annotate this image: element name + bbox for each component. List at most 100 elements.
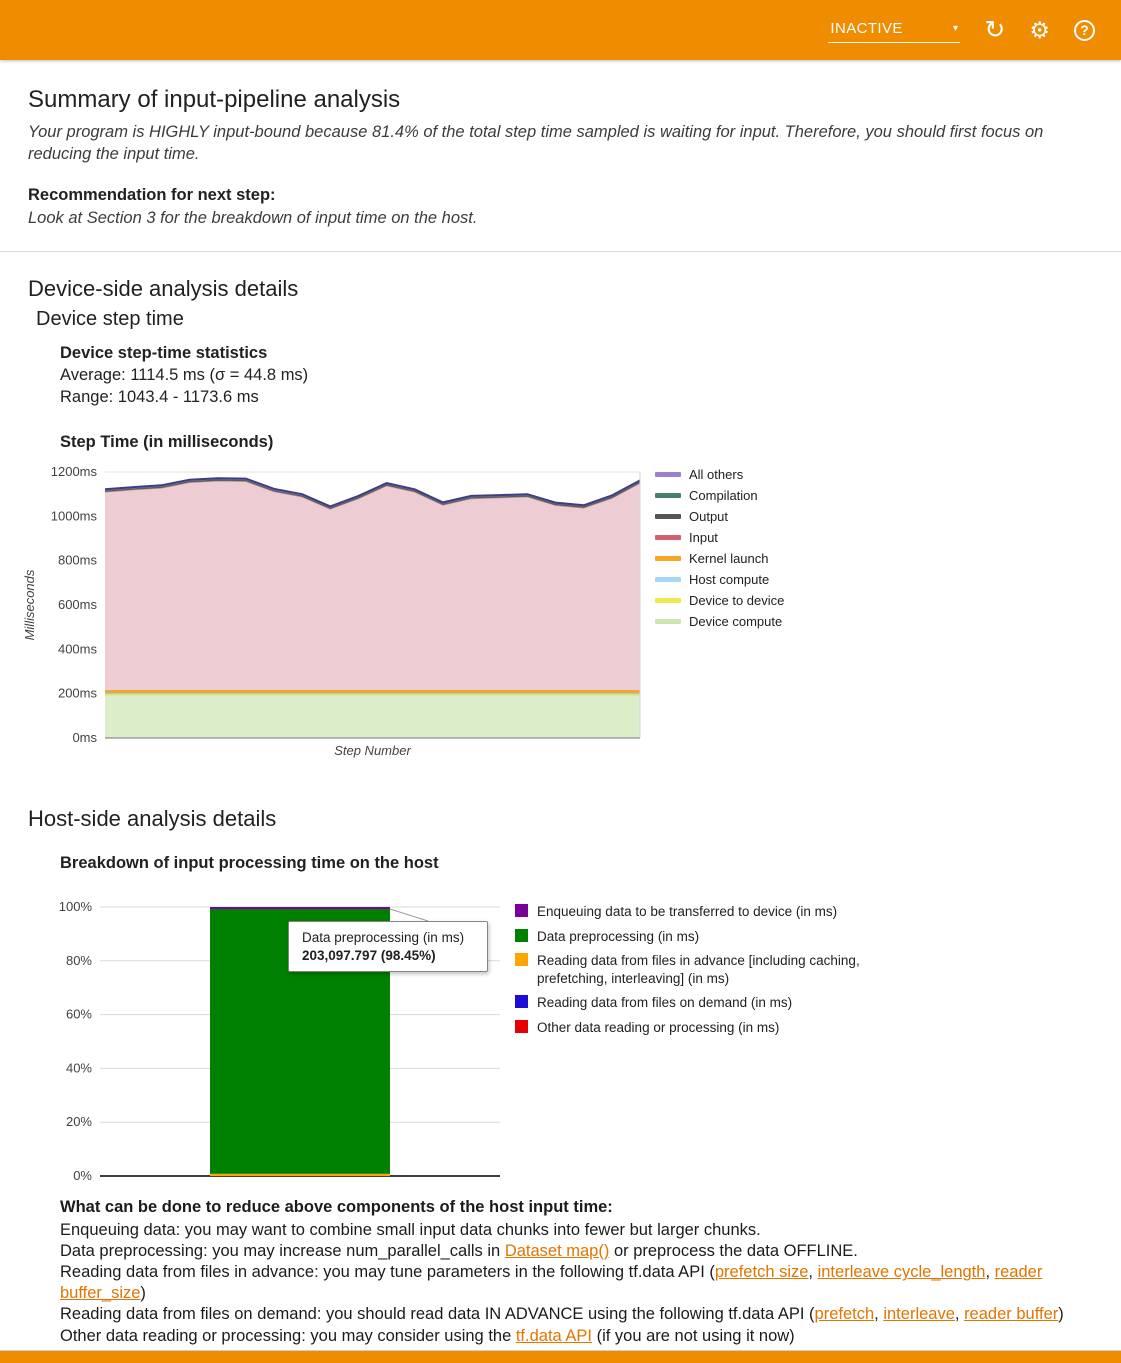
device-step-stats: Device step-time statistics Average: 111… (60, 343, 1093, 409)
host-breakdown-chart-container: 0% 20% 40% 60% 80% 100% Enqueuing data to be … (0, 899, 1093, 1191)
advice-line: Reading data from files on demand: you s… (60, 1305, 1064, 1324)
legend-swatch (655, 514, 681, 520)
page-title: Summary of input-pipeline analysis (28, 86, 401, 113)
step-time-chart-title: Step Time (in milliseconds) (60, 433, 274, 452)
svg-text:60%: 60% (66, 1007, 92, 1022)
host-advice-block: What can be done to reduce above compone… (60, 1197, 1093, 1346)
gear-icon[interactable]: ⚙ (1029, 16, 1050, 43)
legend-label: Input (689, 530, 718, 546)
legend-label: Reading data from files in advance [incl… (537, 953, 860, 986)
advice-link[interactable]: prefetch size (714, 1263, 809, 1282)
legend-swatch (515, 1019, 528, 1033)
stats-title: Device step-time statistics (60, 344, 268, 363)
advice-line: Reading data from files in advance: you … (60, 1263, 1043, 1302)
summary-text: Your program is HIGHLY input-bound becau… (28, 123, 1044, 163)
section-divider (0, 251, 1121, 253)
legend-item: Host compute (655, 569, 784, 590)
tooltip-label: Data preprocessing (in ms) (302, 930, 465, 946)
stats-range: Range: 1043.4 - 1173.6 ms (60, 388, 259, 407)
recommendation-label: Recommendation for next step: (28, 185, 276, 204)
advice-link[interactable]: prefetch (814, 1305, 875, 1324)
legend-swatch (515, 928, 528, 942)
legend-swatch (655, 535, 681, 541)
step-time-chart-container: 0ms 200ms 400ms 600ms 800ms 1000ms 1200ms Milli… (20, 460, 1093, 762)
host-chart-legend: Enqueuing data to be transferred to devi… (515, 903, 880, 1043)
advice-link[interactable]: reader buffer (964, 1305, 1059, 1324)
advice-heading: What can be done to reduce above compone… (60, 1198, 613, 1217)
legend-item: Output (655, 506, 784, 527)
legend-item: Compilation (655, 485, 784, 506)
svg-text:800ms: 800ms (58, 553, 98, 568)
device-side-section: Device-side analysis details Device step… (22, 276, 1093, 762)
legend-item: Kernel launch (655, 548, 784, 569)
legend-item: Device compute (655, 611, 784, 632)
legend-swatch (655, 556, 681, 562)
svg-text:1000ms: 1000ms (51, 508, 98, 523)
legend-swatch (515, 904, 528, 918)
legend-swatch (655, 472, 681, 478)
tooltip-value: 203,097.797 (98.45%) (302, 948, 436, 964)
legend-item: Data preprocessing (in ms) (515, 928, 880, 946)
legend-label: Data preprocessing (in ms) (537, 928, 700, 944)
host-side-section: Host-side analysis details Breakdown of … (28, 806, 1093, 1346)
advice-line: Data preprocessing: you may increase num… (60, 1242, 858, 1261)
legend-label: Compilation (689, 488, 758, 504)
legend-swatch (655, 598, 681, 604)
legend-item: Input (655, 527, 784, 548)
legend-swatch (655, 619, 681, 625)
svg-text:40%: 40% (66, 1061, 92, 1076)
legend-label: Output (689, 509, 729, 525)
legend-label: Host compute (689, 572, 770, 588)
legend-item: Reading data from files on demand (in ms… (515, 994, 880, 1012)
chart-tooltip: Data preprocessing (in ms) 203,097.797 (… (288, 921, 488, 973)
legend-item: Device to device (655, 590, 784, 611)
bottom-bar (0, 1350, 1121, 1363)
advice-link[interactable]: Dataset map() (504, 1242, 610, 1261)
legend-item: Enqueuing data to be transferred to devi… (515, 903, 880, 921)
chevron-down-icon: ▾ (953, 22, 959, 34)
advice-line: Other data reading or processing: you ma… (60, 1326, 795, 1345)
advice-link[interactable]: tf.data API (515, 1326, 592, 1345)
help-icon[interactable]: ? (1074, 19, 1095, 41)
legend-swatch (655, 493, 681, 499)
advice-link[interactable]: interleave cycle_length (817, 1263, 986, 1282)
legend-item: Reading data from files in advance [incl… (515, 952, 880, 987)
advice-lines: Enqueuing data: you may want to combine … (60, 1220, 1093, 1347)
legend-label: All others (689, 467, 744, 483)
device-step-time-title: Device step time (36, 308, 184, 331)
svg-text:400ms: 400ms (58, 641, 98, 656)
stats-average: Average: 1114.5 ms (σ = 44.8 ms) (60, 366, 309, 385)
legend-swatch (655, 577, 681, 583)
svg-text:0%: 0% (73, 1168, 92, 1183)
legend-swatch (515, 995, 528, 1009)
status-label: INACTIVE (830, 19, 903, 37)
svg-text:0ms: 0ms (72, 730, 97, 745)
legend-item: All others (655, 464, 784, 485)
run-status-dropdown[interactable]: INACTIVE ▾ (828, 18, 961, 43)
device-section-title: Device-side analysis details (28, 276, 299, 302)
svg-text:600ms: 600ms (58, 597, 98, 612)
svg-text:1200ms: 1200ms (51, 464, 98, 479)
refresh-icon[interactable]: ↻ (984, 15, 1006, 44)
recommendation-text: Look at Section 3 for the breakdown of i… (28, 208, 478, 227)
summary-section: Summary of input-pipeline analysis Your … (28, 86, 1093, 229)
advice-line: Enqueuing data: you may want to combine … (60, 1220, 761, 1239)
legend-label: Device to device (689, 593, 785, 609)
legend-label: Kernel launch (689, 551, 769, 567)
svg-text:200ms: 200ms (58, 686, 98, 701)
advice-link[interactable]: interleave (883, 1305, 955, 1324)
svg-text:20%: 20% (66, 1114, 92, 1129)
legend-item: Other data reading or processing (in ms) (515, 1019, 880, 1037)
advice-link[interactable]: reader buffer_size (60, 1263, 1043, 1302)
step-time-stacked-area-chart: 0ms 200ms 400ms 600ms 800ms 1000ms 1200ms Milli… (22, 464, 641, 758)
legend-label: Enqueuing data to be transferred to devi… (537, 904, 838, 920)
main-content: Summary of input-pipeline analysis Your … (0, 86, 1121, 1346)
legend-swatch (515, 953, 528, 967)
legend-label: Device compute (689, 614, 783, 630)
svg-text:Step Number: Step Number (334, 743, 411, 758)
step-time-chart-legend: All others Compilation Output Input Kernel l… (655, 464, 784, 632)
svg-text:Milliseconds: Milliseconds (22, 569, 37, 640)
legend-label: Reading data from files on demand (in ms… (537, 995, 793, 1011)
legend-label: Other data reading or processing (in ms) (537, 1019, 780, 1035)
